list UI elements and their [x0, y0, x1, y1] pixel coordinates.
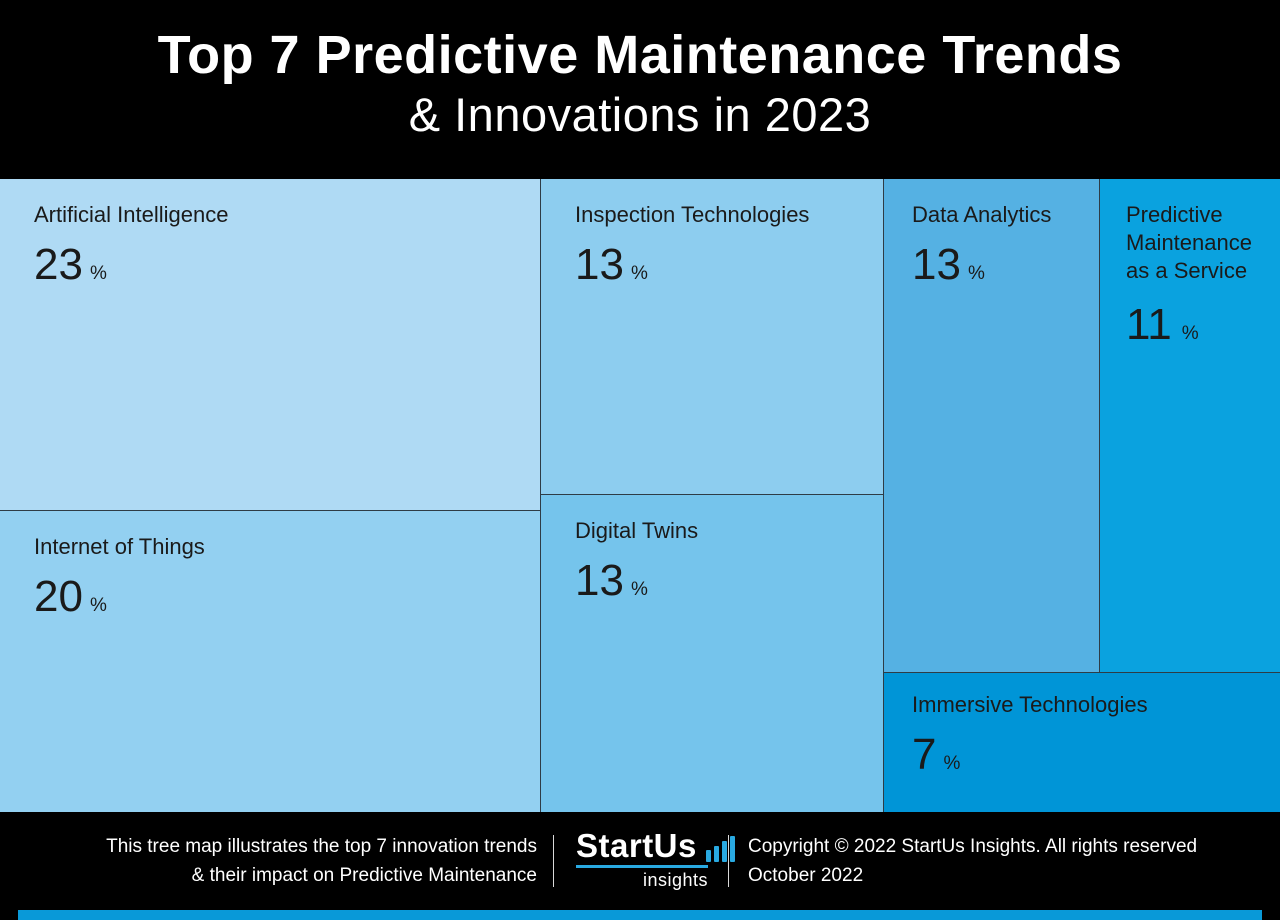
footer: This tree map illustrates the top 7 inno… [0, 812, 1280, 910]
treemap-cell-internet-of-things: Internet of Things 20 % [0, 511, 540, 812]
treemap-cell-data-analytics: Data Analytics 13 % [884, 179, 1099, 672]
header: Top 7 Predictive Maintenance Trends & In… [0, 0, 1280, 179]
cell-value-number: 23 [34, 240, 83, 289]
logo-wordmark: StartUs [576, 827, 697, 864]
cell-value-number: 20 [34, 572, 83, 621]
page-subtitle: & Innovations in 2023 [408, 88, 872, 141]
treemap-cell-digital-twins: Digital Twins 13 % [541, 495, 883, 812]
cell-value: 7 % [912, 731, 1264, 779]
cell-value-number: 7 [912, 730, 937, 779]
cell-value: 13 % [912, 241, 1083, 289]
cell-value: 20 % [34, 573, 524, 621]
treemap-cell-inspection-technologies: Inspection Technologies 13 % [541, 179, 883, 494]
cell-label: Artificial Intelligence [34, 202, 229, 227]
footer-divider [553, 835, 554, 887]
cell-label: Digital Twins [575, 518, 699, 543]
cell-label: Data Analytics [912, 202, 1052, 227]
footer-note: This tree map illustrates the top 7 inno… [0, 832, 537, 890]
treemap-cell-artificial-intelligence: Artificial Intelligence 23 % [0, 179, 540, 510]
footer-note-line2: & their impact on Predictive Maintenance [191, 865, 537, 886]
treemap-cell-immersive-technologies: Immersive Technologies 7 % [884, 673, 1280, 812]
cell-value-unit: % [89, 595, 107, 616]
cell-label: Predictive Maintenance as a Service [1126, 202, 1252, 283]
cell-value-unit: % [967, 263, 985, 284]
bottom-accent-bar [18, 910, 1262, 920]
cell-value-number: 13 [912, 240, 961, 289]
logo-subtext: insights [642, 870, 708, 890]
cell-value: 11 % [1126, 301, 1270, 349]
cell-label: Inspection Technologies [575, 202, 810, 227]
cell-value-unit: % [1181, 323, 1199, 344]
logo-underline [576, 865, 708, 868]
cell-value-number: 11 [1126, 300, 1172, 349]
bar-chart-icon [703, 836, 735, 862]
treemap-chart: Artificial Intelligence 23 % Internet of… [0, 179, 1280, 812]
copyright-line2: October 2022 [748, 865, 864, 886]
page-title: Top 7 Predictive Maintenance Trends [157, 25, 1123, 85]
footer-note-line1: This tree map illustrates the top 7 inno… [106, 836, 537, 857]
cell-value-number: 13 [575, 240, 624, 289]
cell-value-unit: % [943, 753, 961, 774]
cell-value-unit: % [630, 263, 648, 284]
cell-value: 23 % [34, 241, 524, 289]
treemap-cell-predictive-maintenance-as-a-service: Predictive Maintenance as a Service 11 % [1100, 179, 1280, 672]
footer-copyright: Copyright © 2022 StartUs Insights. All r… [748, 832, 1268, 890]
footer-divider [728, 835, 729, 887]
cell-value: 13 % [575, 557, 867, 605]
startus-insights-logo: StartUs insights [576, 827, 735, 891]
cell-value: 13 % [575, 241, 867, 289]
cell-value-unit: % [89, 263, 107, 284]
cell-label: Internet of Things [34, 534, 205, 559]
cell-label: Immersive Technologies [912, 692, 1148, 717]
cell-value-unit: % [630, 579, 648, 600]
cell-value-number: 13 [575, 556, 624, 605]
copyright-line1: Copyright © 2022 StartUs Insights. All r… [748, 836, 1198, 857]
